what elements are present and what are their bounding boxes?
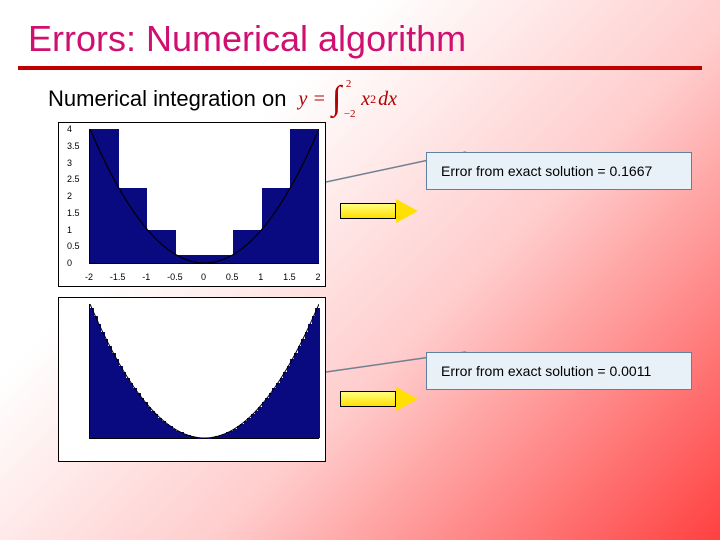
xtick: 1.5 — [283, 272, 296, 282]
xtick: -1 — [142, 272, 150, 282]
integral-integrand: x — [361, 88, 370, 111]
integral-exponent: 2 — [370, 92, 376, 107]
title-rule — [18, 66, 702, 70]
error-callout-coarse: Error from exact solution = 0.1667 — [426, 152, 692, 190]
arrow-fine-icon — [340, 386, 420, 412]
chart1-axes — [89, 129, 319, 264]
coarse-riemann-chart: 0 0.5 1 1.5 2 2.5 3 3.5 4 -2 -1.5 -1 -0.5 0 0.5 1 1.5 2 — [58, 122, 326, 287]
page-title: Errors: Numerical algorithm — [0, 0, 720, 66]
ytick: 1 — [67, 225, 72, 235]
integral-upper: 2 — [346, 78, 352, 90]
parabola-curve — [90, 304, 319, 438]
fine-riemann-chart — [58, 297, 326, 462]
subtitle-text: Numerical integration on — [48, 86, 286, 112]
ytick: 2.5 — [67, 174, 80, 184]
xtick: -1.5 — [110, 272, 126, 282]
arrow-coarse-icon — [340, 198, 420, 224]
subtitle-row: Numerical integration on y = ∫ 2 −2 x2dx — [0, 82, 720, 116]
integral-sign-icon: ∫ — [332, 80, 341, 117]
ytick: 3.5 — [67, 141, 80, 151]
integral-lower: −2 — [344, 108, 356, 120]
parabola-curve — [90, 129, 319, 263]
xtick: 0 — [201, 272, 206, 282]
ytick: 2 — [67, 191, 72, 201]
xtick: 2 — [315, 272, 320, 282]
integral-lhs: y = — [298, 88, 325, 111]
xtick: -0.5 — [167, 272, 183, 282]
ytick: 1.5 — [67, 208, 80, 218]
xtick: -2 — [85, 272, 93, 282]
ytick: 0 — [67, 258, 72, 268]
error-callout-fine: Error from exact solution = 0.0011 — [426, 352, 692, 390]
chart2-axes — [89, 304, 319, 439]
ytick: 3 — [67, 158, 72, 168]
integral-dx: dx — [378, 88, 397, 111]
ytick: 0.5 — [67, 241, 80, 251]
xtick: 0.5 — [226, 272, 239, 282]
ytick: 4 — [67, 124, 72, 134]
xtick: 1 — [258, 272, 263, 282]
integral-expression: y = ∫ 2 −2 x2dx — [298, 82, 396, 116]
